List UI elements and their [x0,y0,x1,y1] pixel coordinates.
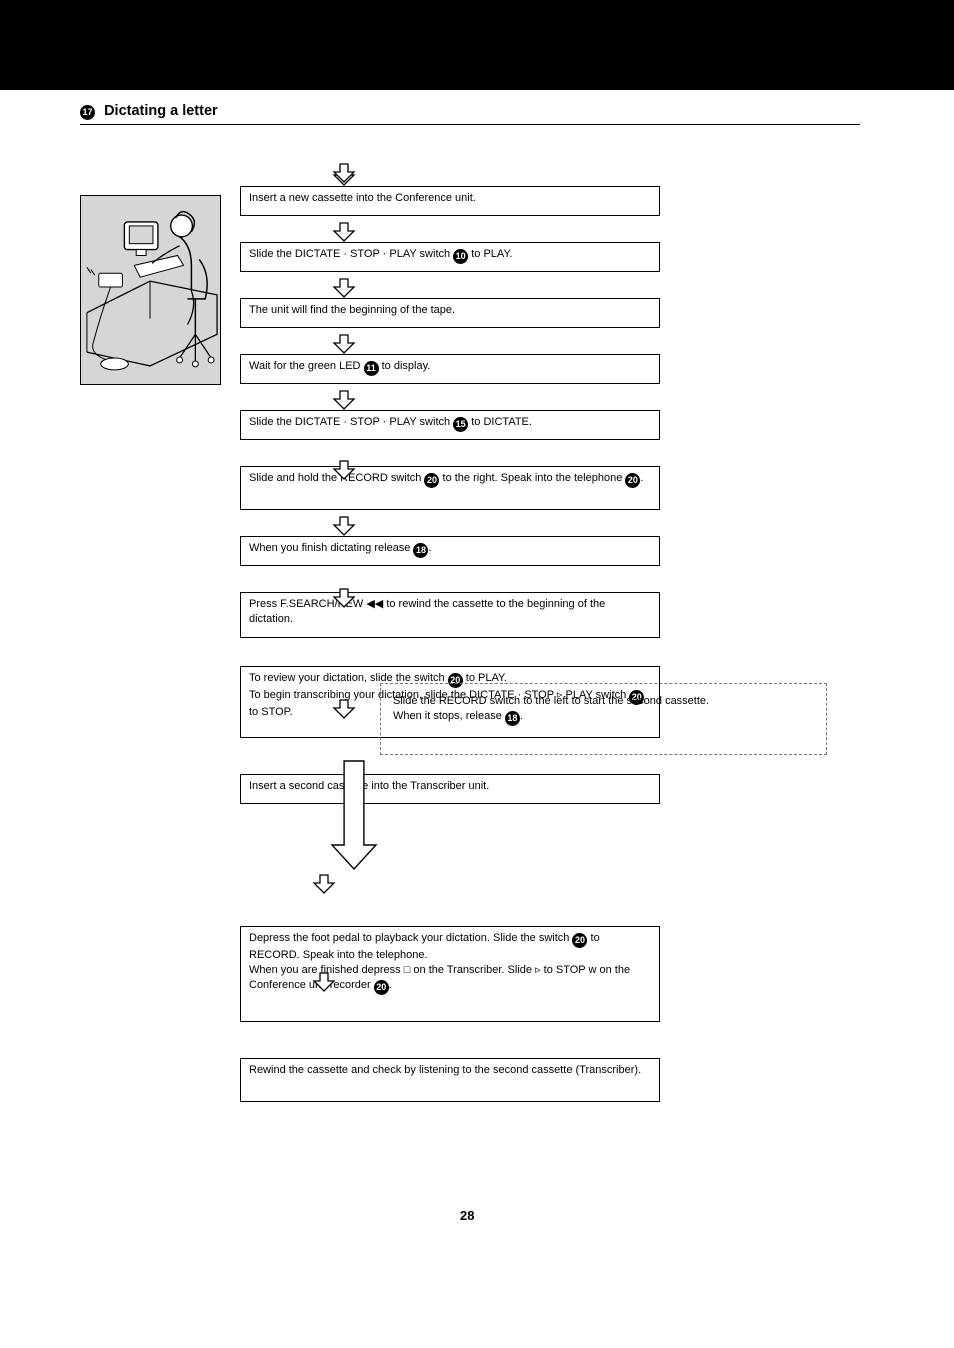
step-box-9: Insert a second cassette into the Transc… [240,774,660,804]
illustration-svg [81,196,220,384]
section-header: 17 Dictating a letter [80,103,860,125]
down-arrow-icon [310,971,338,993]
step-box-10: Depress the foot pedal to playback your … [240,926,660,1022]
down-arrow-icon [330,277,358,299]
page-number: 28 [460,1208,474,1223]
ref-18-icon: 18 [413,543,428,558]
section-number-circle: 17 [80,105,95,120]
step-box-2: The unit will find the beginning of the … [240,298,660,328]
big-down-arrow-icon [322,757,386,885]
section-title: Dictating a letter [104,103,218,119]
down-arrow-icon [330,515,358,537]
down-arrow-icon [330,162,358,184]
down-arrow-icon [330,333,358,355]
down-arrow-icon [330,459,358,481]
ref-20-icon: 20 [374,980,389,995]
ref-18-icon: 18 [505,711,520,726]
ref-20-icon: 20 [424,473,439,488]
step-box-4: Slide the DICTATE · STOP · PLAY switch 1… [240,410,660,440]
step-box-3: Wait for the green LED 11 to display. [240,354,660,384]
aside-dashed-note: Slide the RECORD switch to the left to s… [380,683,827,755]
step-box-1: Slide the DICTATE · STOP · PLAY switch 1… [240,242,660,272]
down-arrow-icon [330,221,358,243]
step-box-5: Slide and hold the RECORD switch 20 to t… [240,466,660,510]
step-box-0: Insert a new cassette into the Conferenc… [240,186,660,216]
step-box-11: Rewind the cassette and check by listeni… [240,1058,660,1102]
step-box-7: Press F.SEARCH/REW ◀◀ to rewind the cass… [240,592,660,638]
ref-11-icon: 11 [364,361,379,376]
clipart-illustration [80,195,221,385]
ref-20-icon: 20 [625,473,640,488]
page-black-header [0,0,954,90]
ref-15-icon: 15 [453,417,468,432]
down-arrow-icon [330,587,358,609]
ref-20-icon: 20 [572,933,587,948]
step-box-6: When you finish dictating release 18. [240,536,660,566]
down-arrow-icon [330,389,358,411]
ref-10-icon: 10 [453,249,468,264]
down-arrow-icon [330,698,358,720]
